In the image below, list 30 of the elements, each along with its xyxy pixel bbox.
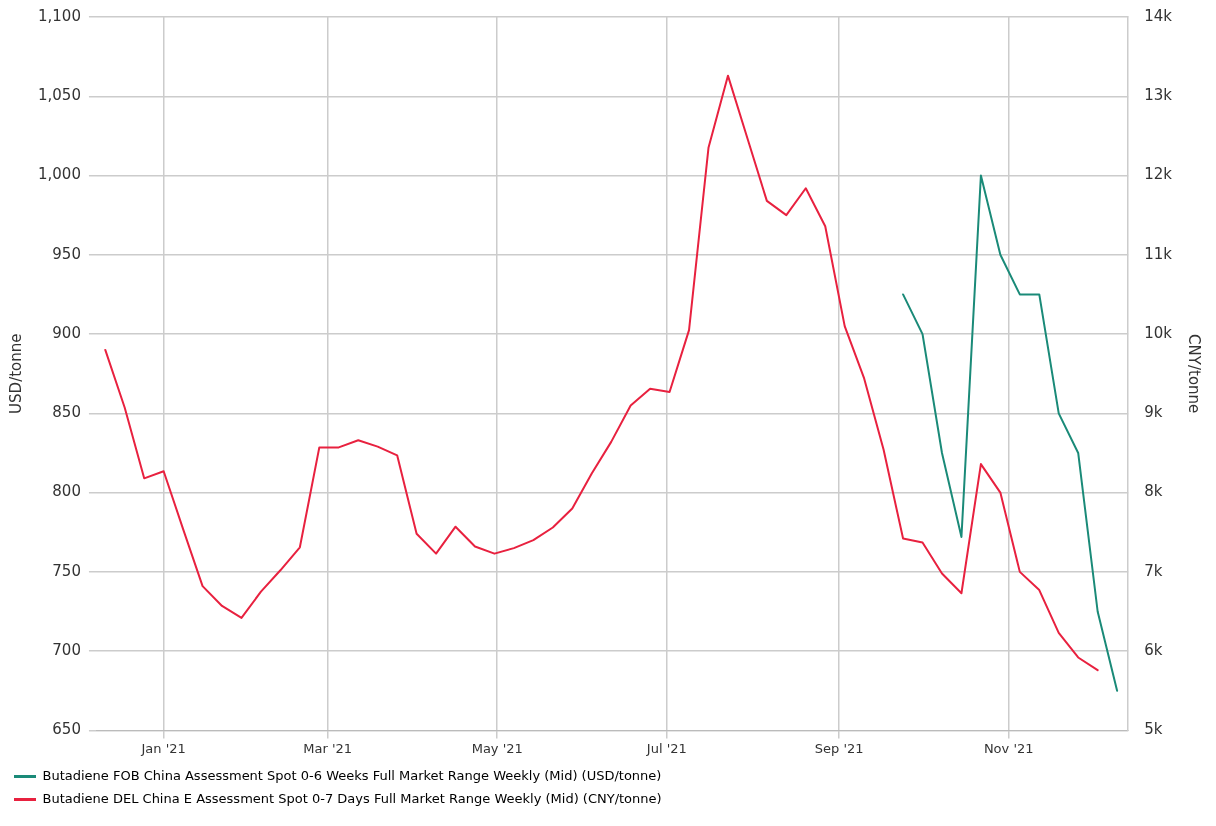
x-tick-label: Sep '21: [814, 740, 864, 756]
x-tick-label: Jan '21: [140, 740, 186, 756]
y2-tick-label: 7k: [1144, 561, 1163, 580]
y2-tick-label: 10k: [1144, 323, 1173, 342]
y2-tick-label: 14k: [1144, 6, 1173, 25]
y2-tick-label: 11k: [1144, 244, 1173, 263]
y-tick-label: 700: [52, 641, 81, 660]
y-tick-label: 900: [52, 323, 81, 342]
y-tick-label: 1,000: [37, 165, 81, 184]
y2-axis-title: CNY/tonne: [1185, 334, 1204, 414]
x-tick-label: Jul '21: [645, 740, 687, 756]
y-tick-label: 850: [52, 403, 81, 422]
y2-tick-label: 5k: [1144, 720, 1163, 739]
y-tick-label: 950: [52, 244, 81, 263]
x-tick-label: May '21: [471, 740, 523, 756]
y-axis-title: USD/tonne: [6, 333, 25, 414]
y2-tick-label: 9k: [1144, 403, 1163, 422]
y2-tick-label: 8k: [1144, 482, 1163, 501]
y-tick-label: 650: [52, 720, 81, 739]
y-tick-label: 800: [52, 482, 81, 501]
legend-label: Butadiene DEL China E Assessment Spot 0-7 Days Full Market Range Weekly (Mid) (CNY/tonne): [42, 790, 662, 806]
y-tick-label: 1,100: [37, 6, 81, 25]
y-tick-label: 750: [52, 561, 81, 580]
legend-label: Butadiene FOB China Assessment Spot 0-6 Weeks Full Market Range Weekly (Mid) (USD/tonne): [42, 767, 662, 783]
x-tick-label: Mar '21: [303, 740, 353, 756]
x-tick-label: Nov '21: [983, 740, 1034, 756]
y2-tick-label: 6k: [1144, 641, 1163, 660]
y2-tick-label: 13k: [1144, 86, 1173, 105]
y2-tick-label: 12k: [1144, 165, 1173, 184]
y-tick-label: 1,050: [37, 86, 81, 105]
